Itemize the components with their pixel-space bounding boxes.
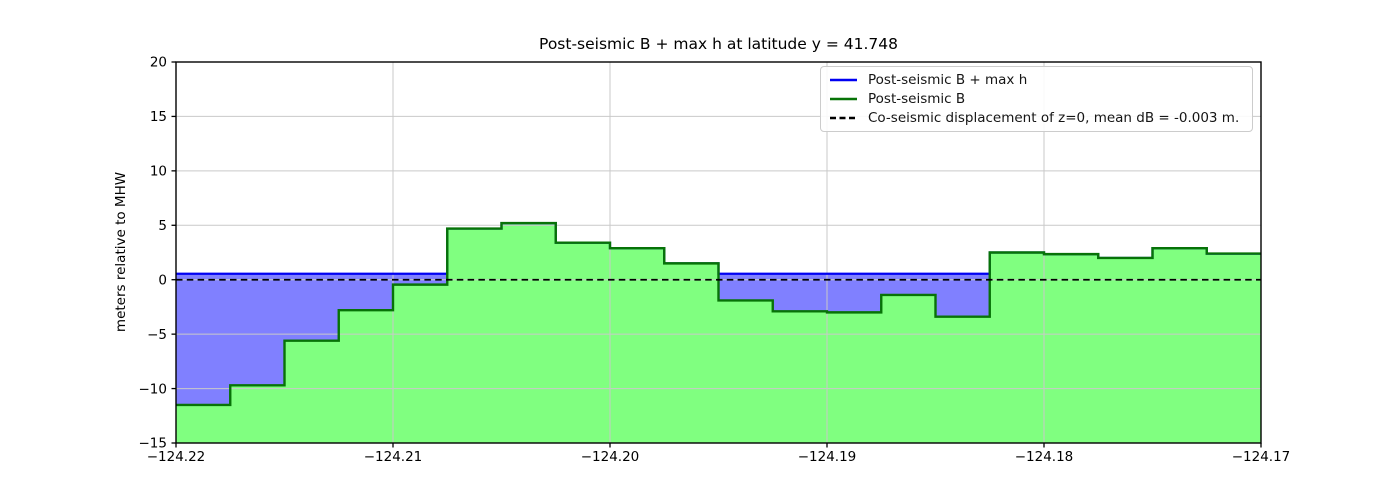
legend-line-sample (830, 78, 857, 81)
y-tick-label: −10 (139, 381, 168, 397)
legend-item: Post-seismic B + max h (830, 70, 1243, 89)
blue-fill-region (176, 273, 448, 405)
y-tick-label: 20 (150, 55, 167, 71)
legend-item: Post-seismic B (830, 89, 1243, 108)
blue-fill-region (718, 273, 990, 317)
y-tick-label: −15 (139, 436, 168, 452)
y-tick-label: 15 (150, 109, 167, 125)
legend-item: Co-seismic displacement of z=0, mean dB … (830, 109, 1243, 128)
x-tick-label: −124.17 (1232, 449, 1291, 465)
x-tick-label: −124.20 (581, 449, 640, 465)
legend-box: Post-seismic B + max h Post-seismic B Co-s… (820, 66, 1253, 132)
legend-line-sample (830, 97, 857, 101)
x-tick-label: −124.21 (364, 449, 423, 465)
legend-dashed-line-sample (830, 117, 857, 120)
x-tick-label: −124.18 (1015, 449, 1074, 465)
y-tick-label: 10 (150, 164, 167, 180)
chart-title: Post-seismic B + max h at latitude y = 4… (539, 35, 898, 53)
legend-item-label: Post-seismic B (868, 90, 966, 107)
legend-item-label: Co-seismic displacement of z=0, mean dB … (868, 110, 1240, 127)
axes-spines (175, 61, 1262, 444)
y-tick-label: 0 (158, 272, 167, 288)
y-axis-label: meters relative to MHW (113, 171, 129, 333)
green-series-line (176, 221, 1261, 407)
x-tick-label: −124.19 (798, 449, 857, 465)
legend-item-label: Post-seismic B + max h (868, 71, 1028, 88)
y-tick-label: −5 (147, 327, 167, 343)
y-tick-label: 5 (158, 218, 167, 234)
x-tick-label: −124.22 (147, 449, 206, 465)
